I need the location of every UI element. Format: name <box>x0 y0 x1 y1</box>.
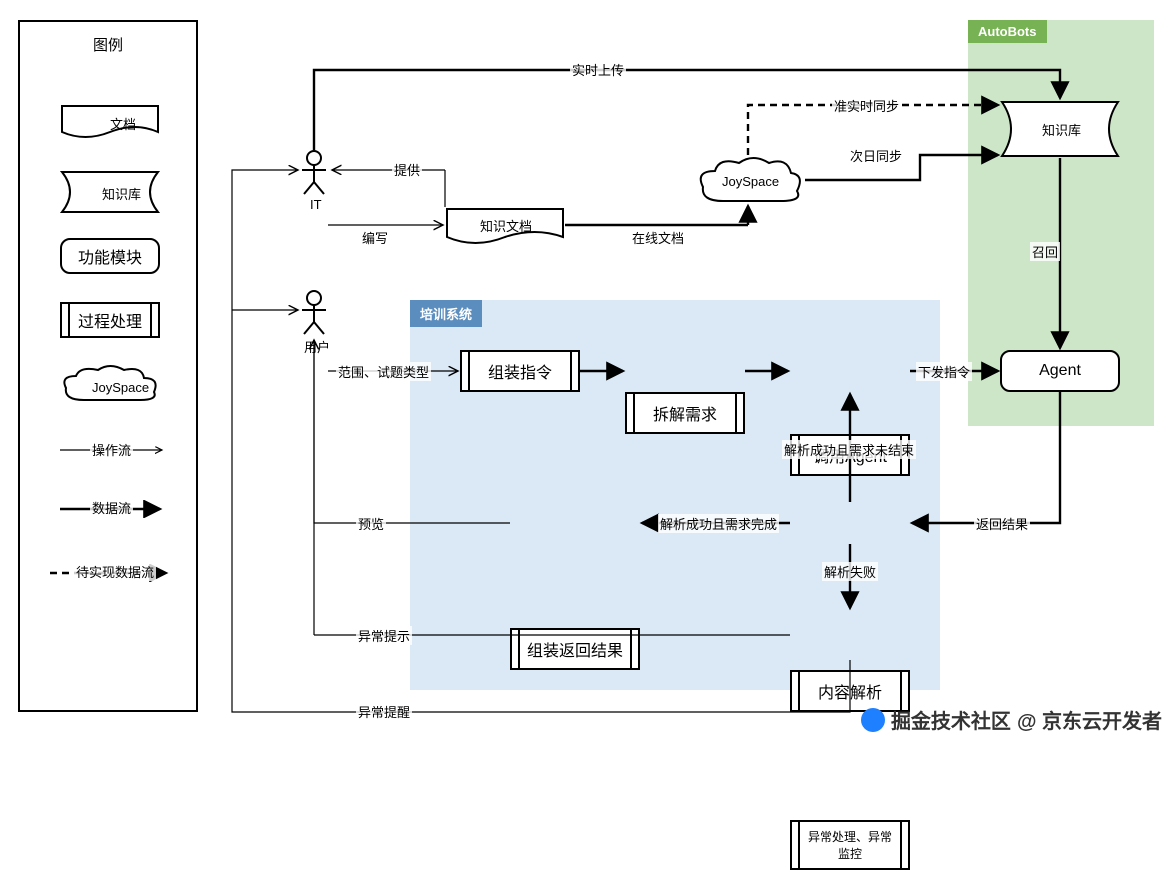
legend-kb-label: 知识库 <box>100 184 143 203</box>
node-split-req-label: 拆解需求 <box>653 401 717 425</box>
node-knowledge-doc-label: 知识文档 <box>478 216 534 235</box>
legend-module-icon: 功能模块 <box>60 238 160 274</box>
watermark: 掘金技术社区 @ 京东云开发者 <box>861 705 1162 734</box>
legend-doc-label: 文档 <box>108 114 138 133</box>
lbl-near-rt: 准实时同步 <box>832 96 901 115</box>
lbl-parse-done: 解析成功且需求完成 <box>658 514 779 533</box>
lbl-provide: 提供 <box>392 160 422 179</box>
node-error: 异常处理、异常监控 <box>790 820 910 870</box>
node-agent: Agent <box>1000 350 1120 392</box>
node-joyspace-label: JoySpace <box>720 174 781 189</box>
lbl-realtime: 实时上传 <box>570 60 626 79</box>
lbl-scope: 范围、试题类型 <box>336 362 431 381</box>
legend-dataflow-label: 数据流 <box>90 498 133 517</box>
legend-process-icon: 过程处理 <box>60 302 160 338</box>
lbl-parse-fail: 解析失败 <box>822 562 878 581</box>
lbl-next-day: 次日同步 <box>848 146 904 165</box>
watermark-text1: 掘金技术社区 <box>891 705 1011 734</box>
train-zone-title: 培训系统 <box>410 300 482 327</box>
node-kb-label: 知识库 <box>1040 120 1083 139</box>
actor-user-label: 用户 <box>302 337 332 356</box>
lbl-recall: 召回 <box>1030 242 1060 261</box>
legend-panel: 图例 文档 知识库 功能模块 过程处理 JoySpace 操作流 数据流 <box>18 20 198 712</box>
lbl-send-cmd: 下发指令 <box>916 362 972 381</box>
lbl-return: 返回结果 <box>974 514 1030 533</box>
lbl-online-doc: 在线文档 <box>630 228 686 247</box>
diagram-canvas: 培训系统 AutoBots 图例 文档 知识库 功能模块 过程处理 JoySpa… <box>0 0 1172 740</box>
node-error-label: 异常处理、异常监控 <box>804 828 896 862</box>
node-parse-label: 内容解析 <box>818 679 882 703</box>
lbl-write: 编写 <box>360 228 390 247</box>
autobots-zone-title: AutoBots <box>968 20 1047 43</box>
node-agent-label: Agent <box>1039 362 1081 380</box>
legend-process-label: 过程处理 <box>78 308 142 332</box>
legend-opflow-label: 操作流 <box>90 440 133 459</box>
node-assemble-ret-label: 组装返回结果 <box>527 637 623 661</box>
legend-title: 图例 <box>20 34 196 55</box>
lbl-err-hint: 异常提示 <box>356 626 412 645</box>
legend-module-label: 功能模块 <box>78 244 142 268</box>
node-split-req: 拆解需求 <box>625 392 745 434</box>
watermark-text2: @ 京东云开发者 <box>1017 705 1162 734</box>
node-assemble-cmd-label: 组装指令 <box>488 359 552 383</box>
actor-it-icon <box>300 150 328 196</box>
node-assemble-cmd: 组装指令 <box>460 350 580 392</box>
actor-it-label: IT <box>308 197 324 212</box>
actor-user-icon <box>300 290 328 336</box>
lbl-preview: 预览 <box>356 514 386 533</box>
lbl-parse-cont: 解析成功且需求未结束 <box>782 440 916 459</box>
legend-cloud-label: JoySpace <box>90 380 151 395</box>
node-assemble-ret: 组装返回结果 <box>510 628 640 670</box>
watermark-logo-icon <box>861 708 885 732</box>
legend-dashed-label: 待实现数据流 <box>74 562 156 581</box>
lbl-err-notify: 异常提醒 <box>356 702 412 721</box>
